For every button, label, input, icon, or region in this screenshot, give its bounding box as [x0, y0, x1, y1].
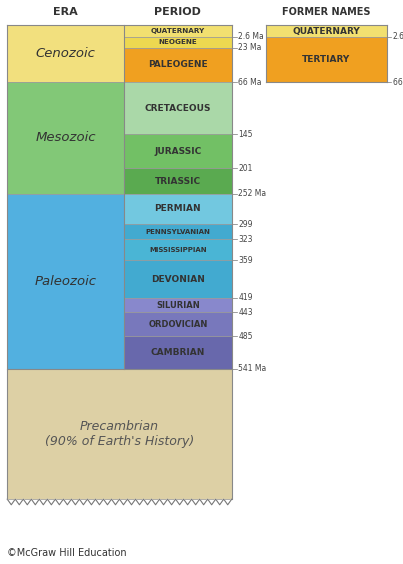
- Text: 299: 299: [238, 220, 253, 229]
- Text: CAMBRIAN: CAMBRIAN: [151, 348, 205, 357]
- Text: Precambrian
(90% of Earth's History): Precambrian (90% of Earth's History): [45, 420, 194, 448]
- Bar: [266, 25, 387, 37]
- Bar: [124, 169, 232, 193]
- Bar: [7, 82, 124, 193]
- Text: ORDOVICIAN: ORDOVICIAN: [148, 320, 208, 329]
- Text: TERTIARY: TERTIARY: [302, 55, 351, 64]
- Bar: [124, 37, 232, 47]
- Text: 419: 419: [238, 293, 253, 302]
- Text: 485: 485: [238, 332, 253, 341]
- Bar: [124, 312, 232, 336]
- Text: CRETACEOUS: CRETACEOUS: [145, 104, 211, 113]
- Text: MISSISSIPPIAN: MISSISSIPPIAN: [149, 246, 207, 253]
- Bar: [7, 369, 232, 499]
- Text: 252 Ma: 252 Ma: [238, 189, 266, 198]
- Bar: [124, 193, 232, 224]
- Text: 541 Ma: 541 Ma: [238, 364, 266, 373]
- Text: 66 Ma: 66 Ma: [238, 78, 262, 87]
- Text: 23 Ma: 23 Ma: [238, 43, 262, 52]
- Text: ©McGraw Hill Education: ©McGraw Hill Education: [7, 548, 127, 558]
- Text: 2.6: 2.6: [393, 32, 403, 41]
- Text: 66 Ma: 66 Ma: [393, 78, 403, 87]
- Bar: [266, 37, 387, 82]
- Bar: [124, 239, 232, 261]
- Text: ERA: ERA: [53, 7, 78, 17]
- Text: 2.6 Ma: 2.6 Ma: [238, 32, 264, 41]
- Text: QUATERNARY: QUATERNARY: [151, 28, 205, 34]
- Text: Paleozoic: Paleozoic: [35, 275, 97, 288]
- Text: DEVONIAN: DEVONIAN: [151, 275, 205, 284]
- Text: SILURIAN: SILURIAN: [156, 301, 200, 310]
- Bar: [124, 298, 232, 312]
- Text: Cenozoic: Cenozoic: [36, 47, 96, 60]
- Text: NEOGENE: NEOGENE: [158, 39, 197, 45]
- Text: 323: 323: [238, 235, 253, 244]
- Bar: [7, 25, 124, 82]
- Bar: [124, 261, 232, 298]
- Bar: [124, 47, 232, 82]
- Bar: [124, 336, 232, 369]
- Text: TRIASSIC: TRIASSIC: [155, 177, 201, 186]
- Bar: [124, 82, 232, 134]
- Text: PALEOGENE: PALEOGENE: [148, 60, 208, 69]
- Text: FORMER NAMES: FORMER NAMES: [282, 7, 371, 17]
- Text: JURASSIC: JURASSIC: [154, 147, 202, 156]
- Bar: [124, 224, 232, 239]
- Bar: [124, 25, 232, 37]
- Bar: [7, 193, 124, 369]
- Bar: [124, 134, 232, 169]
- Text: PERIOD: PERIOD: [154, 7, 202, 17]
- Polygon shape: [7, 499, 232, 513]
- Text: QUATERNARY: QUATERNARY: [293, 27, 360, 36]
- Text: PENNSYLVANIAN: PENNSYLVANIAN: [145, 229, 210, 235]
- Text: Mesozoic: Mesozoic: [35, 131, 96, 144]
- Text: PERMIAN: PERMIAN: [155, 205, 201, 213]
- Text: 145: 145: [238, 130, 253, 139]
- Text: 359: 359: [238, 256, 253, 265]
- Text: 201: 201: [238, 164, 253, 173]
- Text: 443: 443: [238, 308, 253, 317]
